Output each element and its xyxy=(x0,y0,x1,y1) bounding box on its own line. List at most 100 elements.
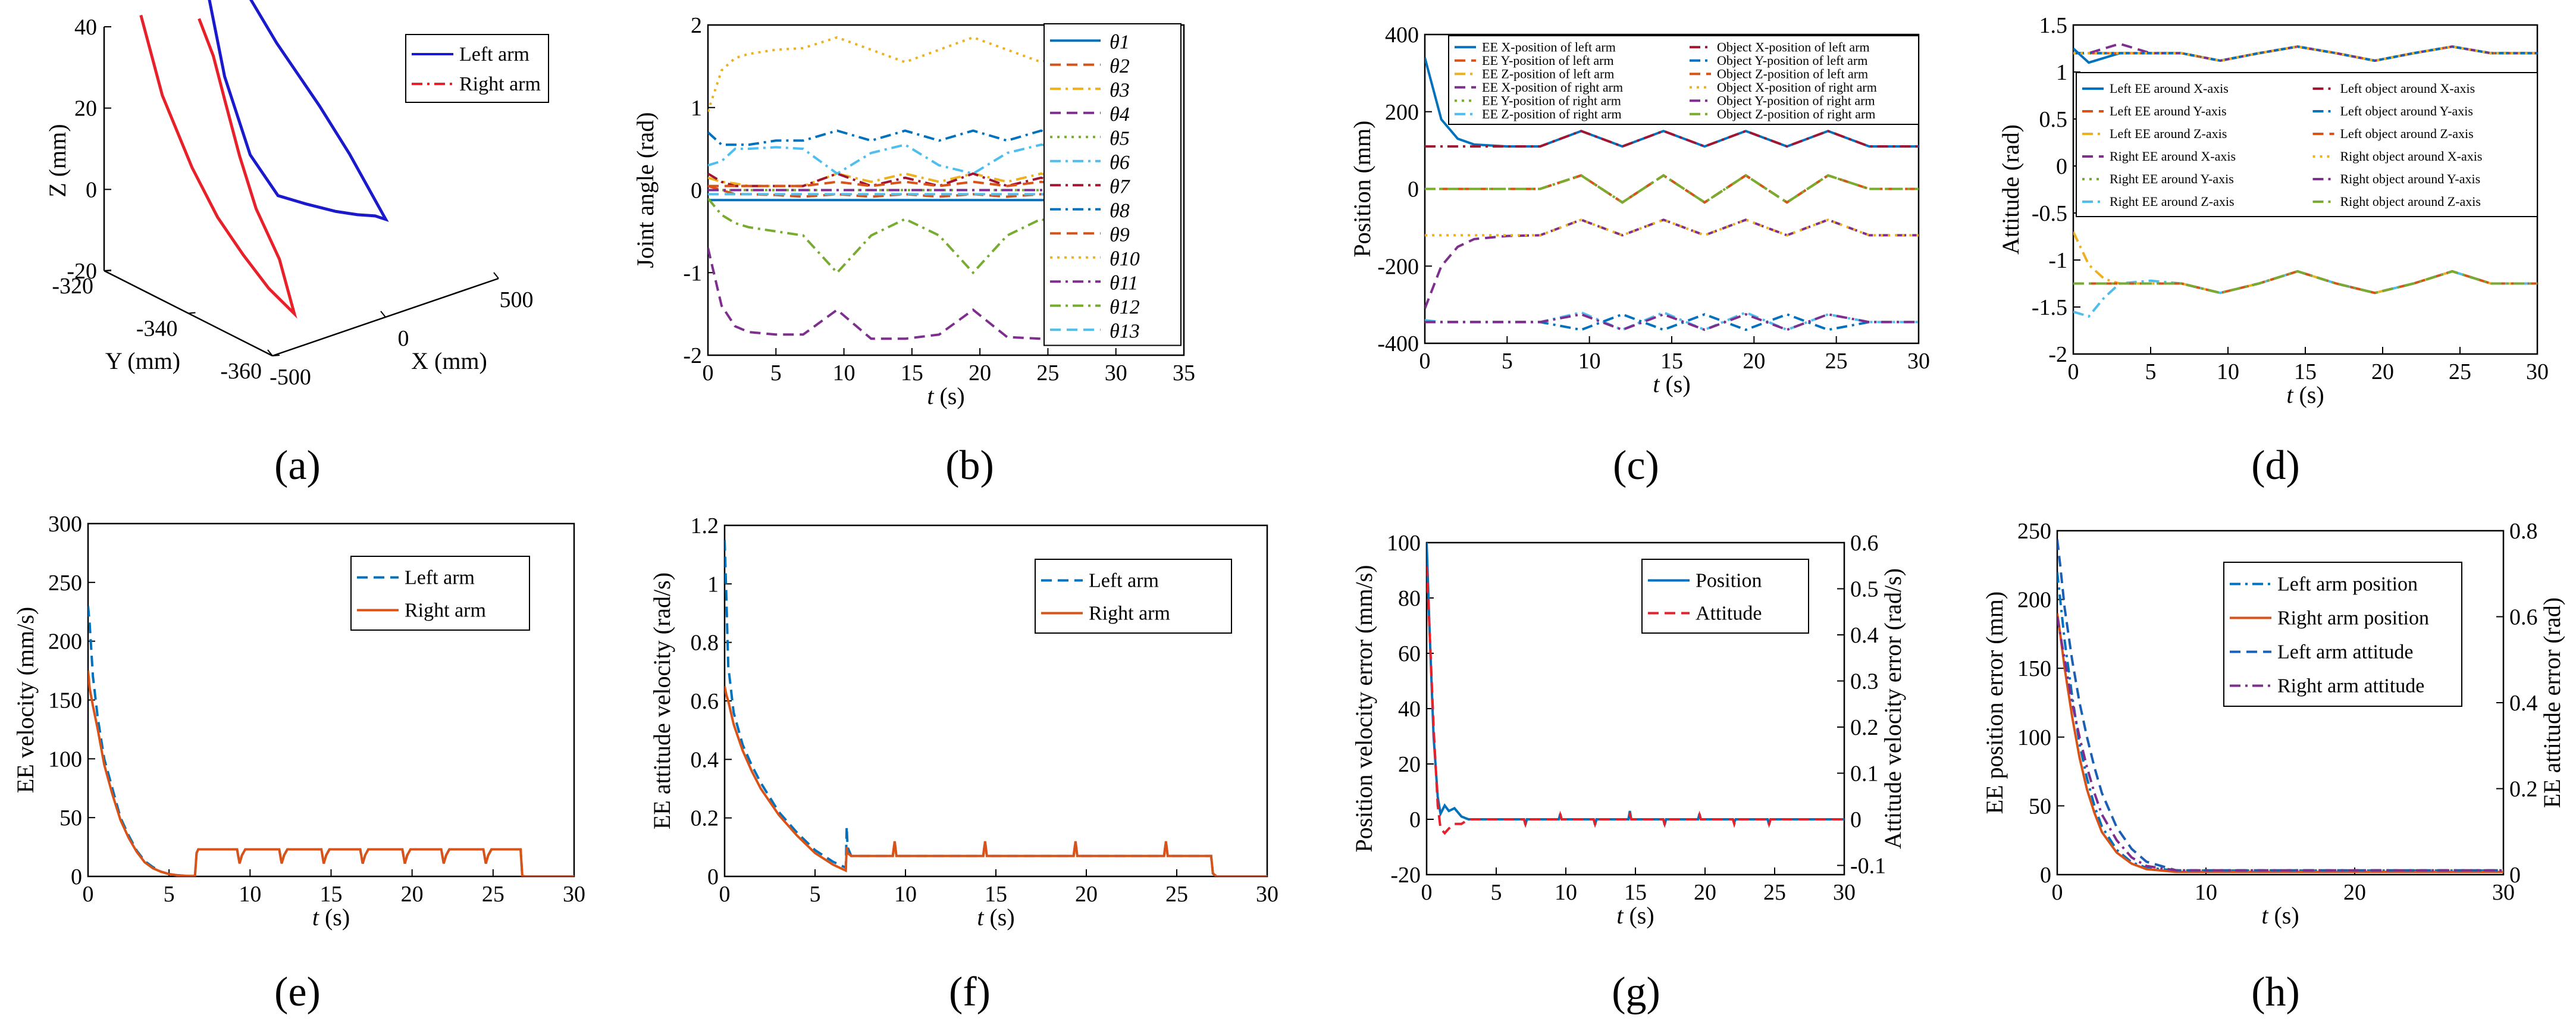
legend-entry: Left arm xyxy=(405,567,475,589)
y-right-axis-label: Attitude velocity error (rad/s) xyxy=(1879,568,1906,849)
legend-entry: Left object around Y-axis xyxy=(2340,104,2473,118)
y-right-tick-label: 0 xyxy=(2509,863,2521,888)
y-tick-label: 80 xyxy=(1398,586,1421,611)
y-axis-label: Attitude (rad) xyxy=(1997,124,2024,255)
x-tick-label: 20 xyxy=(1694,880,1716,905)
x-tick-label: 25 xyxy=(2449,359,2471,384)
x-tick-label: 0 xyxy=(703,361,714,386)
trajectory-line-1 xyxy=(208,0,389,223)
y-tick-label: 0 xyxy=(1409,807,1421,832)
x-tick-label: 5 xyxy=(770,361,782,386)
x-tick-mark xyxy=(380,311,386,318)
legend-entry: Right object around Y-axis xyxy=(2340,171,2481,186)
series-line-4 xyxy=(1425,218,1919,309)
series-line-10 xyxy=(1425,218,1919,237)
y-tick-label: 150 xyxy=(48,688,82,713)
legend-entry: Left arm xyxy=(1089,570,1159,592)
y-tick-label: 1.5 xyxy=(2039,13,2068,38)
y-axis-label: Position (mm) xyxy=(1349,120,1375,257)
x-axis-label: t (s) xyxy=(2261,902,2299,929)
y-tick-label: -1.5 xyxy=(2032,295,2067,320)
y-tick-label: 0.4 xyxy=(691,747,719,772)
series-line-12 xyxy=(2073,270,2537,295)
y-tick-label: 1 xyxy=(2056,60,2067,85)
x-axis-label: t (s) xyxy=(1616,902,1654,929)
series-line-3 xyxy=(708,172,1116,187)
y-tick-label: 100 xyxy=(2017,725,2051,750)
panel-label-b: (b) xyxy=(945,443,994,488)
y-tick-label: -400 xyxy=(1377,331,1419,356)
legend-entry: EE Z-position of left arm xyxy=(1482,66,1614,81)
y-right-tick-label: 0.5 xyxy=(1850,577,1879,602)
legend-entry: θ9 xyxy=(1110,224,1130,246)
panel-label-e: (e) xyxy=(274,969,321,1015)
y-tick-mark xyxy=(272,355,280,356)
x-axis-label: t (s) xyxy=(2286,381,2324,408)
legend-entry: Left arm position xyxy=(2277,574,2418,596)
y-tick-label: 0 xyxy=(1408,177,1419,202)
x-tick-label: 15 xyxy=(901,361,923,386)
y-tick-label: 0 xyxy=(691,178,702,203)
y-tick-label: 1 xyxy=(707,572,719,597)
legend-entry: Left arm attitude xyxy=(2277,641,2413,663)
y-right-axis-label: EE attitude error (rad) xyxy=(2539,597,2565,808)
x-tick-label: 15 xyxy=(1624,880,1647,905)
legend-entry: Object X-position of right arm xyxy=(1717,80,1877,95)
y-right-tick-label: 0.6 xyxy=(2509,605,2538,630)
legend-box xyxy=(2223,562,2462,707)
y-tick-label: 50 xyxy=(59,806,82,831)
z-tick-label: 20 xyxy=(74,96,97,121)
series-line-6 xyxy=(708,143,1116,176)
legend-entry: Right EE around Y-axis xyxy=(2110,171,2234,186)
trajectory-line-2 xyxy=(139,14,297,319)
series-line-4 xyxy=(708,248,1116,340)
x-tick-label: 10 xyxy=(239,882,261,907)
legend-entry: θ11 xyxy=(1110,272,1138,294)
legend-entry: Left object around X-axis xyxy=(2340,81,2475,96)
y-tick-label: 200 xyxy=(1385,100,1419,125)
legend-entry: Object Y-position of right arm xyxy=(1717,93,1875,108)
legend-entry: θ2 xyxy=(1110,55,1130,77)
x-tick-label: 0 xyxy=(83,882,94,907)
x-axis-label: t (s) xyxy=(977,904,1014,931)
y-right-tick-label: 0.8 xyxy=(2509,519,2538,544)
y-tick-mark xyxy=(188,312,196,314)
legend-entry: Object Y-position of left arm xyxy=(1717,53,1867,68)
legend-entry: EE X-position of left arm xyxy=(1482,39,1616,54)
x-tick-label: 0 xyxy=(2052,880,2063,905)
y-right-tick-label: 0.2 xyxy=(2509,777,2538,802)
series-line-2 xyxy=(88,670,574,876)
panel-label-d: (d) xyxy=(2251,443,2300,488)
y-tick-label: 0.6 xyxy=(691,689,719,714)
x-tick-label: 5 xyxy=(2145,359,2157,384)
panel-b-chart: 0 5 10 15 20 25 30 35 -2 -1 0 1 2 t (s) Joint angle (r… xyxy=(632,13,1195,409)
x-tick-label: 5 xyxy=(1491,880,1502,905)
y-tick-label: 250 xyxy=(48,571,82,596)
x-tick-label: 0 xyxy=(1419,349,1431,374)
legend-entry: EE X-position of right arm xyxy=(1482,80,1623,95)
panel-label-h: (h) xyxy=(2251,969,2300,1015)
x-tick-label: -500 xyxy=(269,365,311,390)
legend-entry: Right arm xyxy=(459,73,541,95)
y-tick-label: 0 xyxy=(707,865,719,890)
series-line-9 xyxy=(708,180,1116,187)
y-axis-label: Joint angle (rad) xyxy=(632,112,659,268)
panel-label-g: (g) xyxy=(1612,969,1660,1015)
y-right-tick-label: 0.4 xyxy=(2509,691,2538,716)
y-tick-label: 0 xyxy=(2040,863,2051,888)
z-tick-label: 40 xyxy=(74,15,97,40)
x-tick-label: 10 xyxy=(1578,349,1601,374)
legend-entry: θ3 xyxy=(1110,79,1130,101)
legend-entry: Left EE around Z-axis xyxy=(2110,126,2227,141)
y-axis-label: Y (mm) xyxy=(105,347,180,374)
legend-entry: θ1 xyxy=(1110,31,1130,53)
x-tick-label: 30 xyxy=(2526,359,2549,384)
y-tick-label: 200 xyxy=(2017,588,2051,613)
x-tick-label: 10 xyxy=(894,882,917,907)
x-tick-label: 15 xyxy=(1660,349,1683,374)
y-tick-label: 0.2 xyxy=(691,806,719,831)
y-tick-label: 20 xyxy=(1398,752,1421,777)
y-right-tick-label: 0.3 xyxy=(1850,669,1879,694)
